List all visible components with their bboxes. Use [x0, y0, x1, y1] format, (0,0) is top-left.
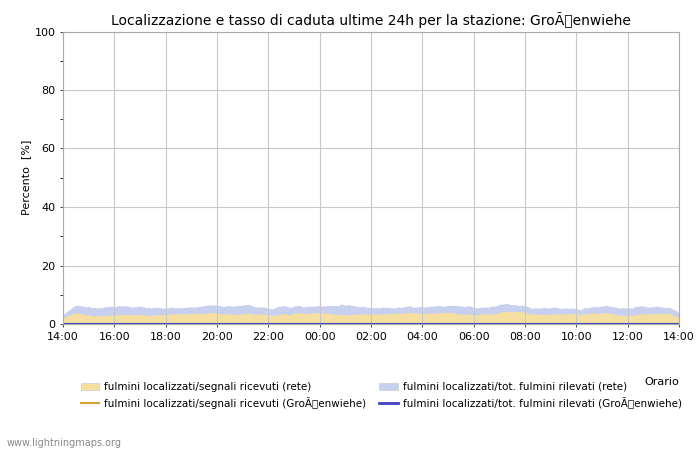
Legend: fulmini localizzati/segnali ricevuti (rete), fulmini localizzati/segnali ricevut: fulmini localizzati/segnali ricevuti (re…	[80, 382, 682, 409]
Text: Orario: Orario	[644, 377, 679, 387]
Text: www.lightningmaps.org: www.lightningmaps.org	[7, 438, 122, 448]
Y-axis label: Percento  [%]: Percento [%]	[22, 140, 32, 216]
Title: Localizzazione e tasso di caduta ultime 24h per la stazione: GroÃenwiehe: Localizzazione e tasso di caduta ultime …	[111, 12, 631, 27]
